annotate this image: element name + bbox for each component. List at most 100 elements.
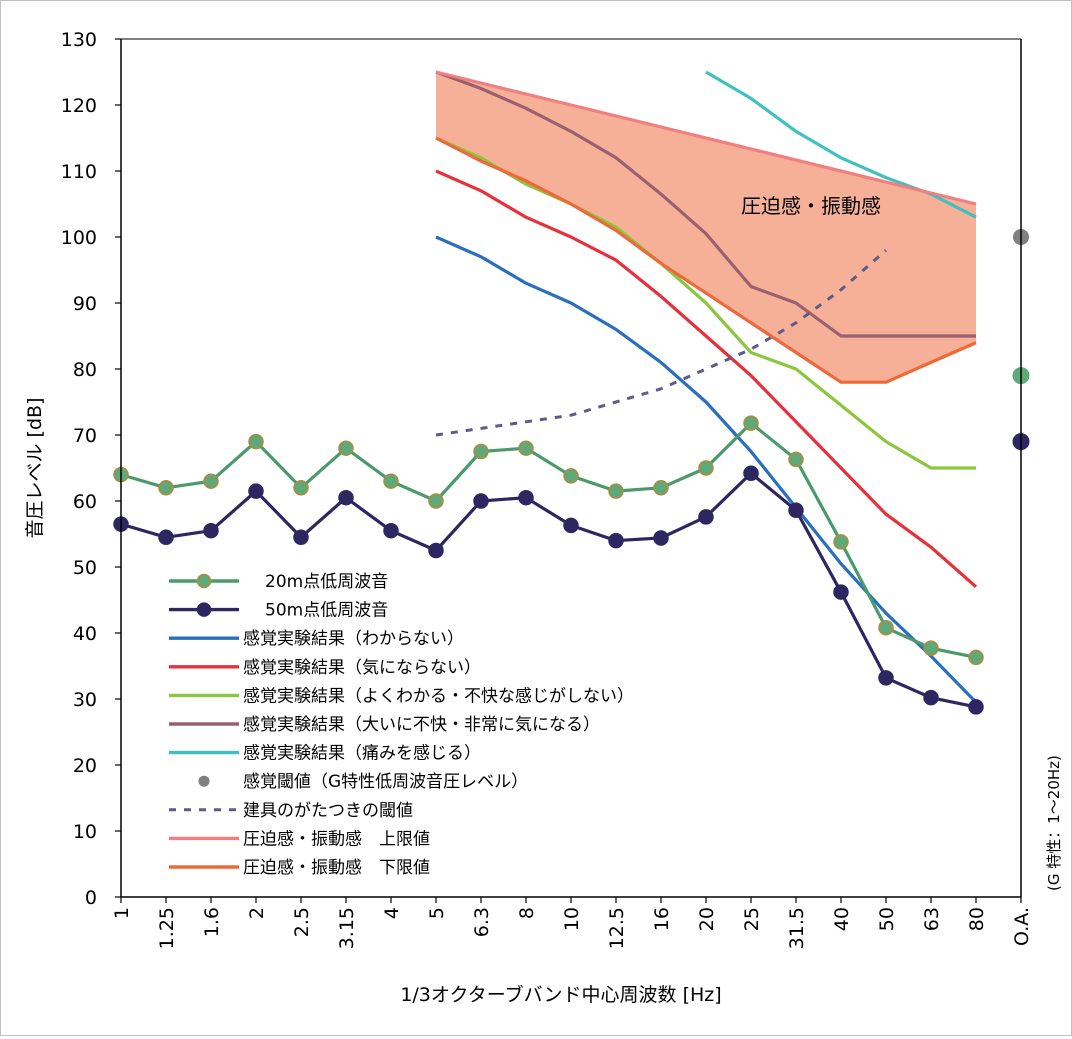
- series-line-3: [435, 169, 978, 589]
- x-tick-label: 8: [516, 907, 538, 919]
- legend-label: 20m点低周波音: [265, 572, 388, 592]
- series-line-0: [120, 421, 977, 659]
- series-1-point: [158, 529, 174, 546]
- annotation-label: 圧迫感・振動感: [741, 194, 881, 218]
- series-0-point: [158, 480, 174, 496]
- y-tick-label: 0: [85, 887, 97, 909]
- series-0-point: [428, 493, 444, 509]
- x-axis-title: 1/3オクターブバンド中心周波数 [Hz]: [400, 983, 721, 1006]
- series-0-point: [698, 460, 714, 476]
- series-1-point: [473, 493, 489, 509]
- series-1-point: [968, 699, 984, 715]
- x-tick-label: 6.3: [471, 907, 493, 937]
- series-1-point: [563, 517, 579, 534]
- y-tick-label: 100: [61, 227, 97, 249]
- series-1-point: [698, 509, 714, 525]
- series-1-point: [923, 689, 939, 706]
- legend-label: 50m点低周波音: [265, 601, 388, 621]
- series-line-9: [435, 70, 977, 206]
- y-tick-label: 50: [73, 557, 97, 579]
- series-0-point: [248, 433, 264, 450]
- legend-marker: [196, 602, 212, 617]
- series-0-point: [383, 473, 399, 489]
- y-tick-label: 110: [61, 161, 97, 183]
- series-line-8: [435, 249, 887, 437]
- legend-label: 圧迫感・振動感 下限値: [243, 858, 430, 878]
- x-tick-label: 2: [246, 907, 268, 919]
- x-tick-label: O.A.: [1011, 907, 1033, 946]
- series-1-point: [608, 532, 624, 549]
- series-0-point: [608, 483, 624, 499]
- y-tick-label: 70: [73, 425, 97, 447]
- y-tick-label: 40: [73, 623, 97, 645]
- y-tick-label: 130: [61, 29, 97, 51]
- x-tick-label: 16: [651, 907, 673, 931]
- series-0-point: [878, 619, 894, 636]
- oa-note: (G 特性：1～20Hz): [1045, 755, 1063, 891]
- series-0-point: [833, 534, 849, 550]
- y-tick-label: 60: [73, 491, 97, 513]
- series-1-point: [518, 489, 534, 506]
- x-tick-label: 4: [381, 907, 403, 919]
- series-1-point: [833, 584, 849, 600]
- legend-marker: [198, 775, 210, 787]
- y-tick-label: 30: [73, 689, 97, 711]
- series-line-5: [435, 70, 976, 338]
- series-1-point: [248, 483, 264, 499]
- series-0-point: [203, 473, 219, 489]
- legend-label: 建具のがたつきの閾値: [243, 801, 413, 821]
- series-1-point: [653, 530, 669, 546]
- series-0-point: [923, 640, 939, 656]
- x-tick-label: 5: [426, 907, 448, 919]
- series-0-point: [293, 480, 309, 496]
- series-0-point: [338, 440, 354, 456]
- series-line-2: [435, 235, 978, 704]
- legend-label: 感覚実験結果（気にならない）: [243, 658, 481, 678]
- y-tick-label: 90: [73, 293, 97, 315]
- series-1-point: [743, 465, 759, 482]
- y-tick-label: 10: [73, 821, 97, 843]
- x-tick-label: 3.15: [336, 907, 358, 949]
- x-tick-label: 40: [831, 907, 853, 931]
- series-line-4: [435, 136, 976, 470]
- pressure-band-area: [436, 72, 976, 383]
- x-tick-label: 31.5: [786, 907, 808, 949]
- series-0-point: [968, 649, 984, 666]
- legend-label: 感覚閾値（G特性低周波音圧レベル）: [243, 772, 528, 792]
- legend-label: 圧迫感・振動感 上限値: [243, 829, 430, 849]
- series-0-point: [743, 415, 759, 431]
- series-0-point: [788, 451, 804, 468]
- legend-marker: [196, 573, 212, 589]
- series-0-point: [473, 443, 489, 460]
- series-1-point: [428, 542, 444, 559]
- x-tick-label: 10: [561, 907, 583, 931]
- series-1-point: [788, 502, 804, 518]
- series-1-point: [878, 670, 894, 686]
- legend-label: 感覚実験結果（大いに不快・非常に気になる）: [243, 715, 600, 735]
- x-tick-label: 12.5: [606, 907, 628, 949]
- x-tick-label: 63: [921, 907, 943, 931]
- y-tick-label: 20: [73, 755, 97, 777]
- x-tick-label: 20: [696, 907, 718, 931]
- x-tick-label: 1.25: [156, 907, 178, 949]
- series-0-point: [563, 468, 579, 484]
- y-axis-title: 音圧レベル [dB]: [24, 398, 46, 539]
- series-line-10: [435, 136, 977, 384]
- x-tick-label: 1: [111, 907, 133, 919]
- series-1-point: [338, 489, 354, 506]
- series-0-point: [653, 480, 669, 496]
- y-tick-label: 120: [61, 95, 97, 117]
- x-tick-label: 50: [876, 907, 898, 931]
- x-tick-label: 1.6: [201, 907, 223, 937]
- legend-label: 感覚実験結果（痛みを感じる）: [243, 744, 481, 764]
- x-tick-label: 80: [966, 907, 988, 931]
- x-tick-label: 25: [741, 907, 763, 931]
- series-1-point: [203, 522, 219, 539]
- legend-label: 感覚実験結果（よくわかる・不快な感じがしない）: [243, 686, 634, 706]
- y-tick-label: 80: [73, 359, 97, 381]
- series-1-point: [383, 522, 399, 539]
- x-tick-label: 2.5: [291, 907, 313, 937]
